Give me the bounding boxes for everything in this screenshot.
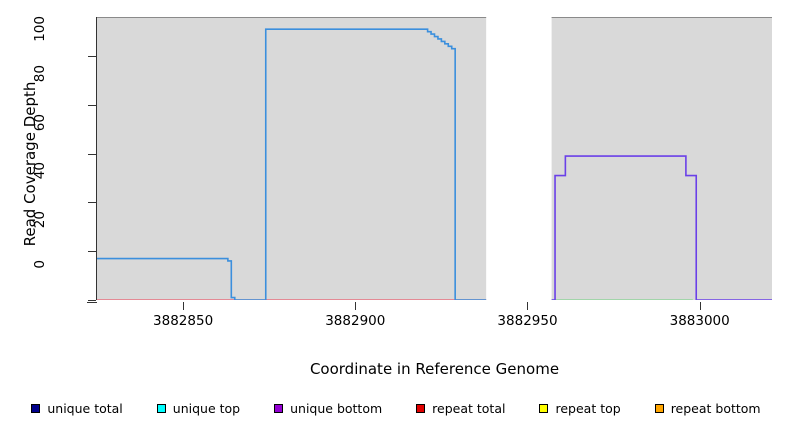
y-tick-mark [88, 56, 96, 58]
plot-panel-right [551, 17, 772, 300]
plot-area [97, 17, 772, 300]
x-tick-mark [183, 302, 185, 310]
legend-swatch-icon [156, 403, 166, 413]
legend-swatch-icon [654, 403, 664, 413]
chart-legend: unique total unique top unique bottom repea… [0, 398, 792, 418]
x-tick-label: 3883000 [669, 313, 730, 329]
y-tick-mark [88, 300, 96, 301]
legend-item[interactable]: unique top [156, 400, 241, 416]
legend-item[interactable]: repeat top [539, 400, 621, 416]
legend-label: unique top [172, 400, 241, 416]
y-tick-mark [88, 104, 96, 106]
legend-item[interactable]: repeat bottom [654, 400, 761, 416]
x-axis-line [87, 302, 97, 303]
legend-item[interactable]: unique total [31, 400, 123, 416]
x-tick-label: 3882900 [325, 313, 386, 329]
x-tick-mark [699, 302, 701, 310]
y-axis-line [96, 17, 97, 300]
x-tick-mark [355, 302, 357, 310]
x-axis-title: Coordinate in Reference Genome [309, 360, 560, 378]
legend-item[interactable]: unique bottom [274, 401, 382, 416]
legend-label: repeat top [555, 400, 621, 416]
legend-label: unique total [47, 400, 123, 416]
legend-swatch-icon [31, 403, 41, 413]
legend-label: repeat total [432, 400, 506, 416]
y-tick-label: 100 [32, 16, 48, 42]
x-tick-label: 3882850 [153, 313, 214, 329]
legend-swatch-icon [539, 403, 549, 413]
series-line-unique-total [97, 28, 487, 300]
x-tick-mark [527, 302, 529, 310]
legend-label: unique bottom [290, 400, 383, 416]
legend-swatch-icon [274, 403, 284, 413]
plot-panel-left [97, 17, 487, 300]
plot-canvas [97, 17, 772, 300]
y-tick-mark [88, 251, 96, 253]
y-tick-mark [88, 202, 96, 204]
x-tick-label: 3882950 [497, 313, 558, 329]
y-tick-mark [88, 153, 96, 155]
legend-item[interactable]: repeat total [416, 401, 505, 416]
legend-swatch-icon [416, 403, 426, 413]
series-line-unique-bottom [551, 155, 772, 300]
legend-label: repeat bottom [670, 400, 761, 416]
